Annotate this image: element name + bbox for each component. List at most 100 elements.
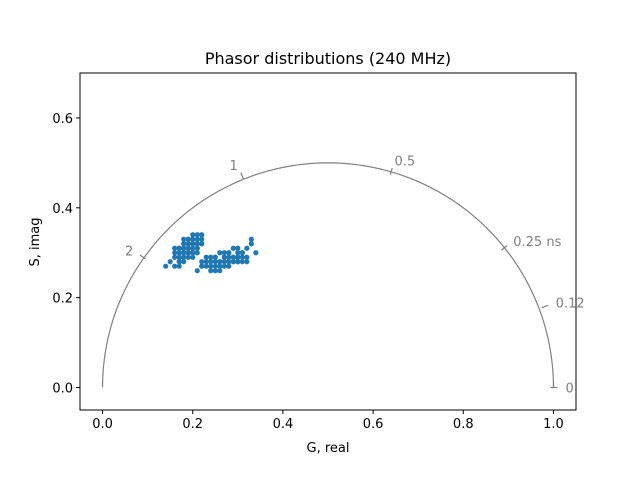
lifetime-label: 0.12: [556, 296, 585, 311]
data-point: [194, 232, 200, 238]
data-point: [199, 241, 205, 247]
data-point: [244, 245, 250, 251]
data-point: [176, 259, 182, 265]
x-tick-label: 0.6: [363, 417, 384, 432]
data-point: [212, 268, 218, 274]
data-point: [199, 263, 205, 269]
data-point: [248, 236, 254, 242]
data-point: [217, 259, 223, 265]
data-point: [199, 232, 205, 238]
data-point: [221, 254, 227, 260]
data-point: [185, 236, 191, 242]
data-point: [239, 254, 245, 260]
data-point: [181, 241, 187, 247]
data-point: [226, 263, 232, 269]
data-point: [230, 259, 236, 265]
data-point: [190, 245, 196, 251]
data-point: [203, 263, 209, 269]
data-point: [181, 254, 187, 260]
data-point: [221, 250, 227, 256]
data-point: [190, 241, 196, 247]
y-tick-label: 0.2: [52, 292, 73, 307]
data-point: [239, 250, 245, 256]
data-point: [185, 241, 191, 247]
lifetime-tick: [240, 172, 245, 180]
x-tick-label: 0.4: [273, 417, 294, 432]
lifetime-label: 0.25 ns: [513, 235, 561, 250]
data-point: [194, 268, 200, 274]
universal-circle-labels: 0 0.12 0.25 ns 0.5 1 2: [125, 154, 585, 396]
data-point: [253, 250, 259, 256]
data-point: [190, 236, 196, 242]
lifetime-tick: [501, 245, 508, 251]
data-point: [208, 259, 214, 265]
x-tick-label: 0.0: [92, 417, 113, 432]
y-tick-label: 0.6: [52, 112, 73, 127]
x-tick-label: 0.8: [453, 417, 474, 432]
data-point: [194, 236, 200, 242]
data-point: [230, 245, 236, 251]
data-point: [185, 254, 191, 260]
universal-circle-arc: [101, 162, 555, 388]
data-point: [239, 259, 245, 265]
data-point: [221, 259, 227, 265]
data-point: [235, 250, 241, 256]
y-axis-ticks: 0.0 0.2 0.4 0.6: [52, 112, 80, 397]
data-point: [176, 254, 182, 260]
data-point: [181, 259, 187, 265]
x-axis-label: G, real: [307, 441, 350, 456]
data-point: [217, 263, 223, 269]
data-point: [176, 245, 182, 251]
data-point: [185, 250, 191, 256]
data-point: [181, 236, 187, 242]
data-point: [194, 245, 200, 251]
data-point: [208, 268, 214, 274]
lifetime-label: 1: [230, 159, 238, 174]
x-tick-label: 0.2: [182, 417, 203, 432]
data-point: [172, 250, 178, 256]
lifetime-label: 0.5: [394, 154, 415, 169]
data-point: [212, 259, 218, 265]
data-point: [226, 250, 232, 256]
data-point: [172, 263, 178, 269]
data-point: [217, 268, 223, 274]
data-point: [172, 245, 178, 251]
data-point: [190, 254, 196, 260]
data-point: [208, 263, 214, 269]
data-point: [185, 245, 191, 251]
data-point: [190, 232, 196, 238]
data-point: [208, 254, 214, 260]
data-point: [217, 250, 223, 256]
data-point: [212, 263, 218, 269]
data-point: [163, 263, 169, 269]
data-point: [248, 241, 254, 247]
lifetime-tick: [541, 304, 549, 309]
chart-title: Phasor distributions (240 MHz): [205, 49, 451, 68]
universal-circle: [101, 162, 555, 388]
data-point: [167, 259, 173, 265]
data-point: [221, 263, 227, 269]
data-point: [199, 236, 205, 242]
x-tick-label: 1.0: [543, 417, 564, 432]
lifetime-tick: [139, 254, 146, 260]
data-point: [244, 259, 250, 265]
data-point: [212, 254, 218, 260]
data-point: [176, 250, 182, 256]
data-point: [235, 259, 241, 265]
data-point: [235, 245, 241, 251]
y-tick-label: 0.4: [52, 202, 73, 217]
data-point: [181, 250, 187, 256]
lifetime-tick: [389, 167, 393, 175]
scatter-points: [163, 232, 259, 274]
data-point: [230, 254, 236, 260]
y-tick-label: 0.0: [52, 382, 73, 397]
data-point: [176, 263, 182, 269]
data-point: [226, 259, 232, 265]
lifetime-label: 0: [565, 382, 573, 397]
data-point: [203, 259, 209, 265]
data-point: [190, 250, 196, 256]
data-point: [194, 250, 200, 256]
data-point: [203, 254, 209, 260]
data-point: [199, 259, 205, 265]
